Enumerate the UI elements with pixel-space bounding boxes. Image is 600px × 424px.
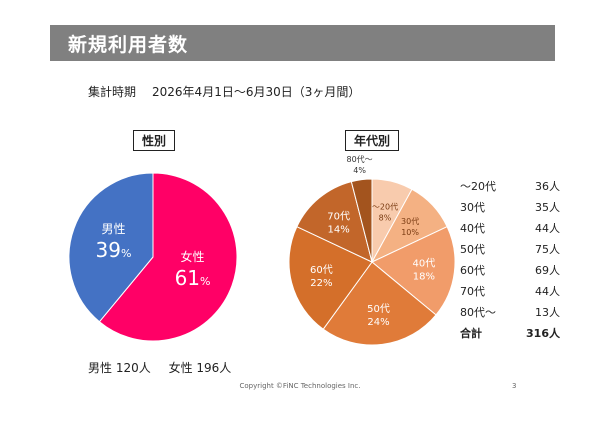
period-label: 集計時期 (88, 85, 137, 99)
age-label: 30代 (460, 201, 485, 214)
period-value: 2026年4月1日～6月30日（3ヶ月間） (152, 85, 361, 99)
age-slice-value: 14% (328, 225, 350, 236)
gender-slice (98, 172, 238, 342)
age-slice-label: ～20代 (372, 201, 398, 211)
age-row: 70代 44人 (460, 283, 560, 301)
period-line: 集計時期 2026年4月1日～6月30日（3ヶ月間） (88, 83, 360, 100)
age-value: 36人 (535, 180, 560, 193)
page-title: 新規利用者数 (68, 34, 189, 56)
age-label: 80代～ (460, 306, 496, 319)
age-label: 60代 (460, 264, 485, 277)
age-pie-chart: ～20代 8% 30代 10% 40代 18% 50代 24% 60代 22% 70代 14% 80代～… (288, 154, 456, 346)
title-bar: 新規利用者数 (50, 25, 555, 61)
age-total-row: 合計 316人 (460, 325, 560, 343)
total-value: 316人 (526, 327, 560, 340)
age-slice-label: 40代 (413, 258, 436, 270)
age-value: 13人 (535, 306, 560, 319)
age-slice (296, 180, 373, 263)
age-slice-label: 80代～ (346, 154, 372, 164)
age-slice (322, 261, 437, 346)
gender-slice-label: 女性 (181, 249, 205, 264)
age-label: 50代 (460, 243, 485, 256)
total-label: 合計 (460, 327, 482, 340)
gender-slice-label: 男性 (101, 222, 125, 236)
age-slice-label: 70代 (327, 211, 350, 223)
age-slice (371, 225, 456, 316)
age-row: 50代 75人 (460, 241, 560, 259)
age-row: 80代～ 13人 (460, 304, 560, 322)
gender-slice (68, 172, 154, 323)
age-slice-value: 10% (401, 228, 419, 237)
age-slice-value: 8% (379, 213, 392, 222)
age-slice (350, 178, 373, 263)
age-row: ～20代 36人 (460, 178, 560, 196)
age-slice-value: 24% (367, 317, 389, 328)
age-slice-label: 30代 (401, 216, 419, 226)
age-label: ～20代 (460, 180, 496, 193)
age-slice-value: 18% (413, 272, 435, 283)
age-label: 40代 (460, 222, 485, 235)
age-value: 75人 (535, 243, 560, 256)
age-value: 69人 (535, 264, 560, 277)
gender-summary: 男性 120人 女性 196人 (88, 359, 245, 376)
page-number: 3 (512, 382, 517, 390)
age-value: 44人 (535, 285, 560, 298)
age-slice-value: 4% (353, 166, 366, 175)
age-row: 30代 35人 (460, 199, 560, 217)
age-value: 35人 (535, 201, 560, 214)
age-slice-label: 60代 (310, 264, 333, 276)
female-count: 女性 196人 (168, 361, 232, 375)
age-label: 70代 (460, 285, 485, 298)
age-slice-value: 22% (310, 278, 332, 289)
age-slice-label: 50代 (367, 303, 390, 315)
age-row: 40代 44人 (460, 220, 560, 238)
age-section-label: 年代別 (345, 130, 400, 151)
age-value: 44人 (535, 222, 560, 235)
copyright: Copyright ©FiNC Technologies Inc. (239, 382, 361, 390)
gender-section-label: 性別 (133, 130, 176, 151)
age-row: 60代 69人 (460, 262, 560, 280)
male-count: 男性 120人 (88, 361, 151, 375)
